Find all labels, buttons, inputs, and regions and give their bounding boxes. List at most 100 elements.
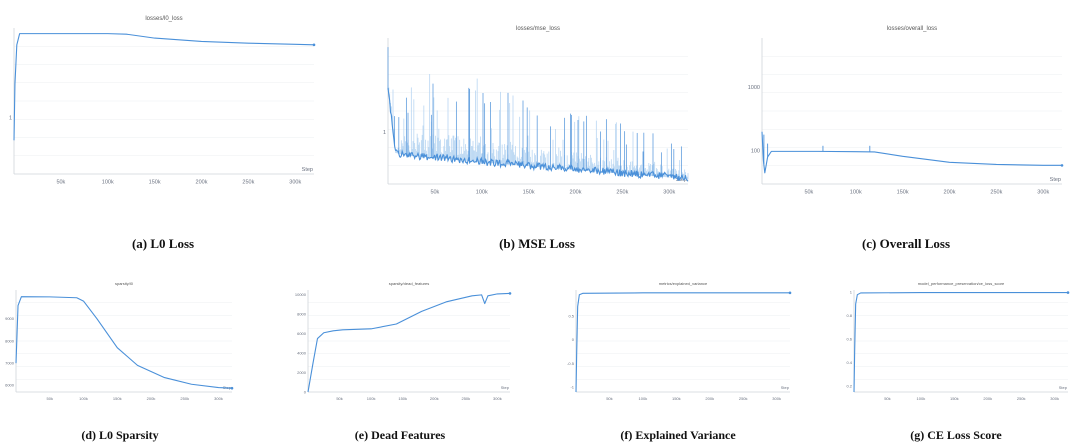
- chart-f-title: metrics/explained_variance: [659, 281, 708, 286]
- x-tick-label: 100k: [639, 396, 648, 401]
- y-tick-label: 6000: [297, 331, 307, 336]
- series-noise-band: [387, 47, 689, 180]
- y-tick-label: 8000: [297, 312, 307, 317]
- x-tick-label: 200k: [196, 180, 208, 186]
- x-tick-label: 250k: [990, 190, 1002, 196]
- chart-panel-b: losses/mse_loss 50k 100k 150k 200k 250k 300k 1 S…: [382, 22, 692, 202]
- y-tick-label: -0.5: [567, 361, 575, 366]
- x-tick-label: 100k: [476, 190, 488, 196]
- chart-panel-g: model_performance_preservation/ce_loss_s…: [840, 280, 1072, 408]
- x-axis-label: Step: [302, 167, 313, 173]
- series-line-e: [307, 292, 511, 393]
- y-tick-label: 7000: [5, 361, 15, 366]
- caption-e: (e) Dead Features: [354, 428, 446, 442]
- x-tick-label: 250k: [616, 190, 628, 196]
- series-end-point: [230, 386, 234, 390]
- chart-b-title: losses/mse_loss: [516, 26, 560, 32]
- y-tick-label: 1: [850, 290, 853, 295]
- chart-g-svg: model_performance_preservation/ce_loss_s…: [846, 281, 1070, 401]
- series-line-c: [761, 131, 1062, 174]
- x-tick-label: 100k: [102, 180, 114, 186]
- series-end-point: [312, 43, 316, 47]
- series-line-d: [15, 296, 233, 389]
- caption-f: (f) Explained Variance: [620, 428, 736, 442]
- y-tick-label: 1000: [748, 85, 760, 91]
- y-tick-label: 2000: [297, 370, 307, 375]
- y-tick-label: 8000: [5, 338, 15, 343]
- caption-d: (d) L0 Sparsity: [81, 428, 159, 442]
- chart-c-title: losses/overall_loss: [887, 26, 937, 32]
- y-tick-label: 0.5: [568, 313, 574, 318]
- x-tick-label: 300k: [493, 396, 502, 401]
- x-tick-label: 150k: [897, 190, 909, 196]
- chart-panel-c: losses/overall_loss 50k 100k 150k 200k 250k 30…: [746, 22, 1066, 202]
- y-tick-label: 1: [9, 116, 12, 122]
- y-tick-label: 9000: [5, 316, 15, 321]
- chart-g-title: model_performance_preservation/ce_loss_s…: [918, 281, 1005, 286]
- x-tick-label: 200k: [430, 396, 439, 401]
- y-tick-label: 10000: [295, 292, 307, 297]
- x-axis-label: Step: [1050, 177, 1061, 183]
- x-tick-label: 150k: [113, 396, 122, 401]
- chart-panel-f: metrics/explained_variance 50k 100k 150k 200…: [562, 280, 794, 408]
- caption-g: (g) CE Loss Score: [910, 428, 1002, 442]
- y-tick-label: 0.6: [846, 337, 852, 342]
- y-tick-label: -1: [570, 385, 574, 390]
- series-line-b: [387, 87, 689, 182]
- caption-a: (a) L0 Loss: [131, 236, 195, 251]
- x-tick-label: 50k: [430, 190, 439, 196]
- y-tick-label: 0.2: [846, 383, 852, 388]
- chart-d-title: sparsity/l0: [115, 281, 134, 286]
- x-tick-label: 50k: [606, 396, 612, 401]
- series-end-point: [508, 292, 512, 295]
- chart-f-svg: metrics/explained_variance 50k 100k 150k 200…: [567, 281, 792, 401]
- x-tick-label: 300k: [1037, 190, 1049, 196]
- x-tick-label: 250k: [242, 180, 254, 186]
- series-end-point: [1060, 164, 1064, 167]
- x-tick-label: 150k: [398, 396, 407, 401]
- x-tick-label: 250k: [461, 396, 470, 401]
- x-tick-label: 50k: [47, 396, 53, 401]
- y-tick-label: 1: [383, 130, 386, 136]
- x-tick-label: 50k: [336, 396, 342, 401]
- x-tick-label: 50k: [884, 396, 890, 401]
- x-tick-label: 200k: [944, 190, 956, 196]
- y-tick-label: 0.4: [846, 360, 852, 365]
- chart-panel-a: losses/l0_loss 50k 100k 150k 200k 250k 300k 1 St…: [8, 12, 318, 192]
- x-tick-label: 300k: [214, 396, 223, 401]
- y-tick-label: 6000: [5, 383, 15, 388]
- x-tick-label: 200k: [147, 396, 156, 401]
- x-tick-label: 200k: [705, 396, 714, 401]
- x-tick-label: 300k: [289, 180, 301, 186]
- x-tick-label: 100k: [367, 396, 376, 401]
- x-tick-label: 250k: [739, 396, 748, 401]
- x-tick-label: 50k: [804, 190, 813, 196]
- chart-a-svg: losses/l0_loss 50k 100k 150k 200k 250k 300k 1 St…: [9, 16, 316, 186]
- chart-b-svg: losses/mse_loss 50k 100k 150k 200k 250k 300k 1 S…: [383, 26, 689, 196]
- x-tick-label: 250k: [180, 396, 189, 401]
- y-tick-label: 4000: [297, 350, 307, 355]
- caption-c: (c) Overall Loss: [861, 236, 951, 251]
- chart-panel-e: sparsity/dead_features 50k 100k 150k 200k 250…: [286, 280, 514, 408]
- chart-panel-d: sparsity/l0 50k 100k 150k 200k 250k 300k 6000 70…: [4, 280, 236, 408]
- x-tick-label: 200k: [983, 396, 992, 401]
- series-end-point: [1066, 291, 1070, 294]
- x-tick-label: 300k: [772, 396, 781, 401]
- x-tick-label: 100k: [850, 190, 862, 196]
- series-line-f: [575, 292, 790, 393]
- x-tick-label: 150k: [149, 180, 161, 186]
- series-line-g: [853, 292, 1068, 393]
- x-tick-label: 100k: [79, 396, 88, 401]
- x-tick-label: 150k: [523, 190, 535, 196]
- chart-c-svg: losses/overall_loss 50k 100k 150k 200k 250k 30…: [748, 26, 1064, 196]
- y-tick-label: 100: [751, 149, 760, 155]
- x-tick-label: 300k: [1050, 396, 1059, 401]
- x-tick-label: 300k: [663, 190, 675, 196]
- x-tick-label: 150k: [672, 396, 681, 401]
- chart-e-title: sparsity/dead_features: [389, 281, 429, 286]
- chart-d-svg: sparsity/l0 50k 100k 150k 200k 250k 300k 6000 70…: [5, 281, 234, 401]
- x-axis-label: Step: [781, 385, 790, 390]
- x-tick-label: 50k: [56, 180, 65, 186]
- x-tick-label: 100k: [917, 396, 926, 401]
- series-end-point: [788, 291, 792, 295]
